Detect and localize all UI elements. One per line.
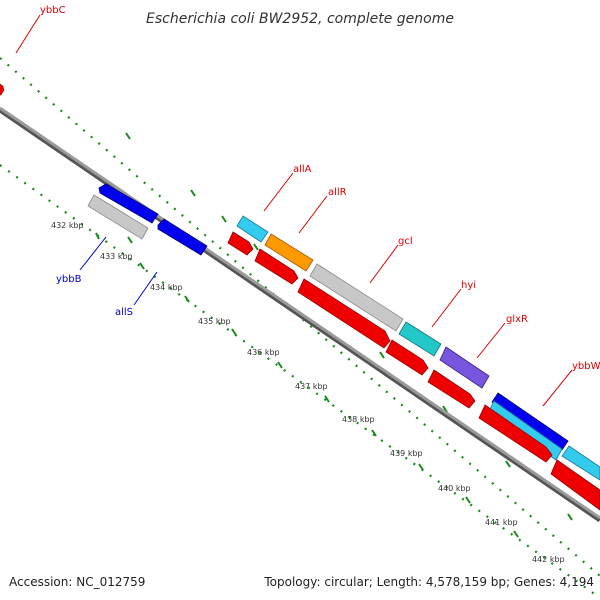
gene-block-red[interactable] [385, 339, 429, 376]
tick-label: 438 kbp [342, 415, 375, 424]
genome-backbone-shadow [0, 107, 600, 523]
inner-ruler-ticks [95, 232, 519, 538]
map-title: Escherichia coli BW2952, complete genome [146, 11, 454, 27]
gene-block-gray[interactable] [309, 263, 404, 332]
gene-block-cyan[interactable] [236, 215, 269, 243]
gene-label-ybbW[interactable]: ybbW [572, 361, 600, 372]
gene-block-blue[interactable] [157, 218, 208, 256]
tick-label: 435 kbp [198, 317, 231, 326]
label-leaders [15, 14, 573, 407]
genome-summary-text: Topology: circular; Length: 4,578,159 bp… [263, 575, 594, 589]
gene-label-allA[interactable]: allA [293, 164, 312, 175]
forward-strand-features [236, 215, 600, 481]
tick-label: 434 kbp [150, 283, 183, 292]
reverse-strand-genes [87, 183, 208, 256]
outer-ruler [0, 57, 600, 577]
gene-label-ybbC[interactable]: ybbC [40, 5, 66, 16]
gene-block-red[interactable] [227, 231, 254, 256]
gene-block-blue[interactable] [491, 392, 569, 451]
gene-block-gray[interactable] [87, 194, 149, 240]
gene-label-allR[interactable]: allR [328, 187, 347, 198]
gene-block-cyan[interactable] [561, 445, 600, 481]
gene-block-red[interactable] [550, 459, 600, 511]
tick-label: 439 kbp [390, 449, 423, 458]
gene-block-purple[interactable] [439, 346, 490, 389]
gene-label-gcl[interactable]: gcl [398, 236, 413, 247]
gene-block-teal[interactable] [398, 321, 442, 357]
tick-label: 441 kbp [485, 518, 518, 527]
gene-block-orange[interactable] [264, 233, 314, 272]
forward-strand-genes [227, 231, 600, 511]
tick-label: 437 kbp [295, 382, 328, 391]
tick-label: 432 kbp [51, 221, 84, 230]
accession-text: Accession: NC_012759 [9, 575, 145, 589]
outer-ruler-ticks [125, 132, 573, 521]
gene-label-allS[interactable]: allS [115, 307, 133, 318]
gene-block-red[interactable] [297, 278, 391, 349]
gene-block-blue[interactable] [98, 183, 159, 224]
gene-block-red[interactable] [0, 83, 5, 96]
tick-label: 442 kbp [532, 555, 565, 564]
tick-label: 436 kbp [247, 348, 280, 357]
gene-block-red[interactable] [427, 369, 476, 409]
gene-label-hyi[interactable]: hyi [461, 280, 476, 291]
gene-label-ybbB[interactable]: ybbB [56, 274, 82, 285]
tick-label: 433 kbp [100, 252, 133, 261]
tick-label: 440 kbp [438, 484, 471, 493]
gene-block-red[interactable] [254, 248, 299, 285]
gene-labels: ybbC allA allR gcl hyi glxR ybbW ybbB al… [40, 5, 600, 372]
tick-labels: 432 kbp 433 kbp 434 kbp 435 kbp 436 kbp … [51, 221, 565, 564]
gene-label-glxR[interactable]: glxR [506, 314, 528, 325]
gene-block-red[interactable] [478, 404, 553, 463]
genome-backbone [0, 106, 600, 520]
